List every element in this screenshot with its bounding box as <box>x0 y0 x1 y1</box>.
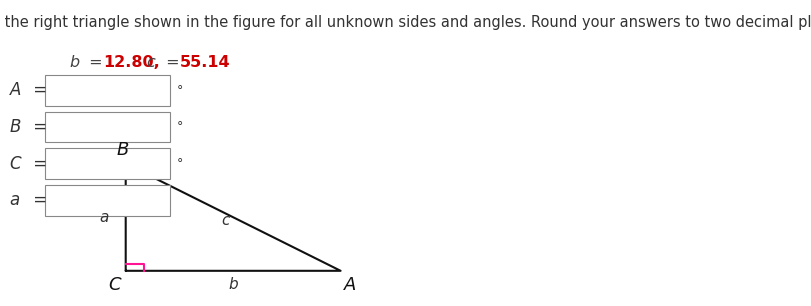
Text: °: ° <box>177 157 183 170</box>
Text: a: a <box>99 210 109 225</box>
Text: 55.14: 55.14 <box>180 55 230 70</box>
Text: B: B <box>116 141 128 159</box>
Text: =: = <box>84 55 107 70</box>
Text: =: = <box>28 155 47 173</box>
Text: c: c <box>146 55 155 70</box>
Text: =: = <box>161 55 184 70</box>
Text: b: b <box>69 55 79 70</box>
Text: c: c <box>221 213 230 228</box>
Text: °: ° <box>177 121 183 133</box>
Text: C: C <box>10 155 21 173</box>
Text: C: C <box>108 276 121 294</box>
Text: =: = <box>28 81 47 99</box>
Text: b: b <box>229 277 238 292</box>
Text: 12.80,: 12.80, <box>103 55 160 70</box>
Text: A: A <box>10 81 21 99</box>
Text: A: A <box>344 276 356 294</box>
Text: a: a <box>10 192 20 209</box>
Text: =: = <box>28 118 47 136</box>
Text: °: ° <box>177 84 183 97</box>
Text: =: = <box>28 192 47 209</box>
Text: Solve the right triangle shown in the figure for all unknown sides and angles. R: Solve the right triangle shown in the fi… <box>0 15 811 30</box>
Text: B: B <box>10 118 21 136</box>
